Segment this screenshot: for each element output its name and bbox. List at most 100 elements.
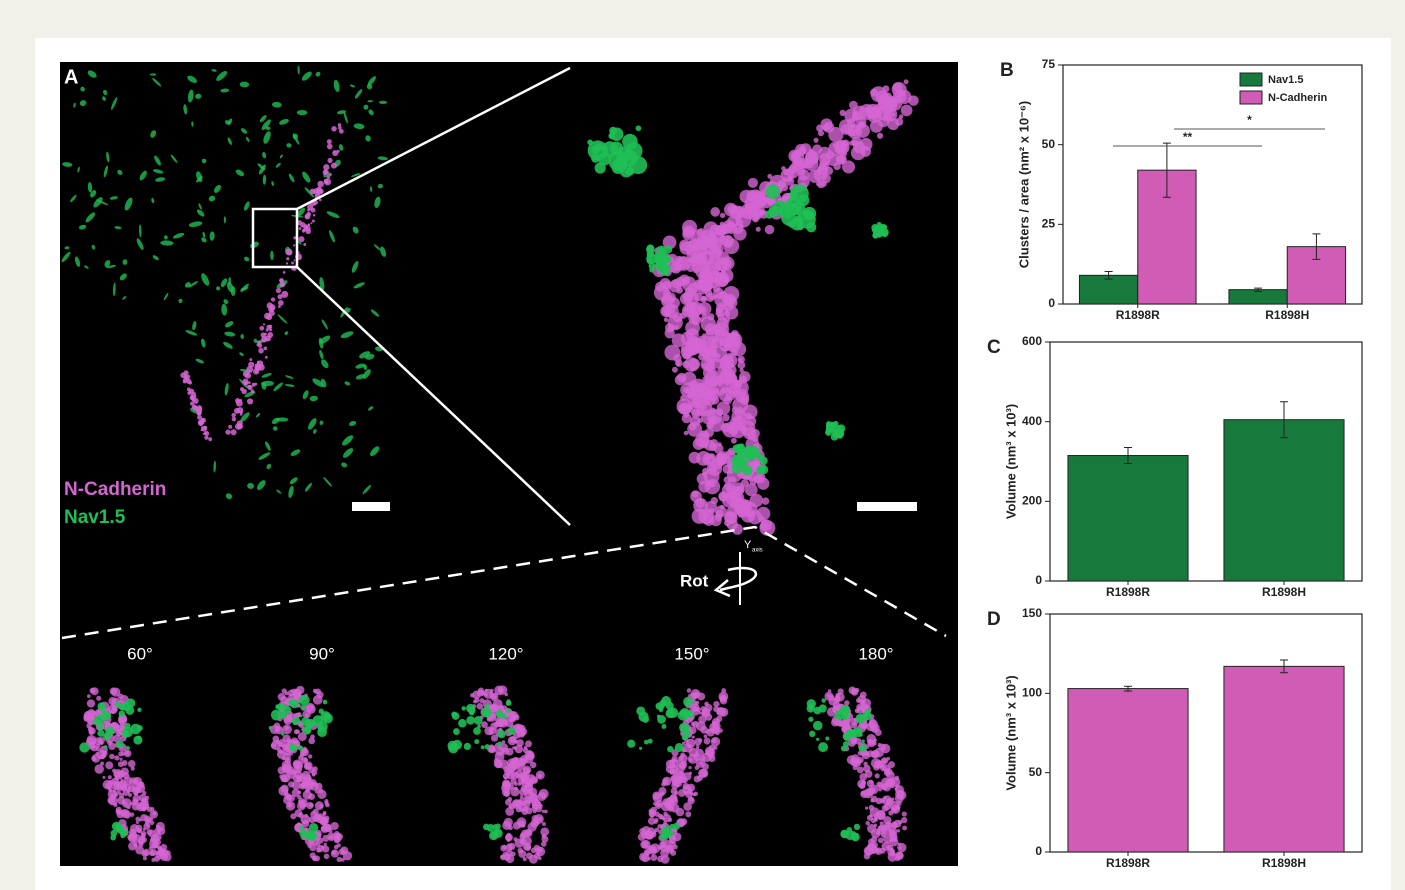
cluster-dot [874, 817, 878, 821]
cluster-dot [890, 838, 899, 847]
cluster-dot [514, 782, 518, 786]
cluster-dot [282, 763, 292, 773]
cluster-dot [651, 832, 656, 837]
cluster-dot [141, 850, 148, 857]
cluster-dot [458, 719, 467, 728]
cluster-dot [885, 779, 894, 788]
x-tick-label: R1898R [1106, 585, 1150, 599]
cluster-dot [507, 833, 511, 837]
cluster-dot [280, 712, 287, 719]
cluster-dot [532, 795, 537, 800]
cluster-dot [252, 383, 256, 387]
cluster-dot [673, 823, 680, 830]
cluster-dot [851, 833, 860, 842]
cluster-dot [844, 700, 849, 705]
cluster-dot [522, 800, 530, 808]
cluster-dot [710, 207, 720, 217]
cluster-dot [745, 483, 758, 496]
cluster-dot [768, 205, 780, 217]
cluster-dot [679, 761, 686, 768]
cluster-dot [541, 836, 548, 843]
cluster-dot [818, 130, 824, 136]
cluster-dot [658, 787, 666, 795]
cluster-dot [108, 775, 112, 779]
cluster-dot [498, 685, 507, 694]
cluster-dot [866, 708, 871, 713]
cluster-dot [452, 740, 462, 750]
cluster-dot [237, 423, 243, 429]
cluster-dot [690, 367, 694, 371]
cluster-dot [756, 227, 761, 232]
cluster-dot [314, 855, 320, 861]
panel-label: D [987, 609, 1001, 630]
cluster-dot [846, 827, 852, 833]
cluster-dot [122, 730, 129, 737]
cluster-dot [316, 848, 321, 853]
cluster-dot [677, 777, 681, 781]
cluster-dot [308, 754, 312, 758]
cluster-dot [297, 795, 301, 799]
cluster-dot [506, 702, 509, 705]
cluster-dot [264, 333, 267, 336]
cluster-dot [654, 253, 660, 259]
cluster-dot [317, 188, 323, 194]
angle-label: 180° [858, 644, 893, 663]
cluster-dot [338, 123, 342, 127]
cluster-dot [724, 520, 731, 527]
cluster-dot [655, 812, 660, 817]
cluster-dot [702, 333, 706, 337]
cluster-dot [806, 161, 814, 169]
cluster-dot [856, 706, 864, 714]
cluster-dot [142, 791, 146, 795]
cluster-dot [602, 141, 618, 157]
cluster-dot [90, 688, 96, 694]
cluster-dot [508, 763, 517, 772]
cluster-dot [676, 287, 683, 294]
cluster-dot [657, 715, 666, 724]
x-tick-label: R1898H [1262, 585, 1306, 599]
cluster-dot [150, 849, 157, 856]
cluster-dot [874, 739, 877, 742]
cluster-dot [739, 368, 743, 372]
cluster-dot [842, 151, 847, 156]
cluster-dot [686, 388, 691, 393]
cluster-dot [507, 839, 510, 842]
cluster-dot [896, 784, 900, 788]
cluster-dot [699, 761, 703, 765]
cluster-dot [714, 746, 718, 750]
cluster-dot [87, 694, 91, 698]
cluster-dot [135, 817, 140, 822]
cluster-dot [484, 726, 493, 735]
cluster-dot [308, 793, 315, 800]
cluster-dot [797, 210, 816, 229]
cluster-dot [333, 150, 336, 153]
cluster-dot [627, 740, 635, 748]
cluster-dot [698, 430, 709, 441]
cluster-dot [137, 736, 141, 740]
cluster-dot [711, 497, 718, 504]
cluster-dot [901, 817, 907, 823]
cluster-dot [824, 692, 833, 701]
cluster-dot [852, 760, 857, 765]
cluster-dot [126, 706, 135, 715]
cluster-dot [288, 781, 294, 787]
cluster-dot [264, 313, 271, 320]
cluster-dot [513, 714, 519, 720]
cluster-dot [138, 841, 142, 845]
cluster-dot [715, 506, 727, 518]
cluster-dot [658, 845, 663, 850]
cluster-dot [285, 691, 289, 695]
cluster-dot [290, 813, 296, 819]
cluster-dot [688, 313, 699, 324]
cluster-dot [198, 420, 203, 425]
cluster-dot [861, 723, 868, 730]
cluster-dot [683, 802, 692, 811]
cluster-dot [706, 481, 713, 488]
cluster-dot [880, 848, 886, 854]
cluster-dot [757, 465, 766, 474]
cluster-dot [722, 296, 733, 307]
cluster-dot [504, 818, 513, 827]
axis-subscript: axis [752, 548, 763, 554]
cluster-dot [683, 772, 691, 780]
cluster-dot [695, 498, 705, 508]
